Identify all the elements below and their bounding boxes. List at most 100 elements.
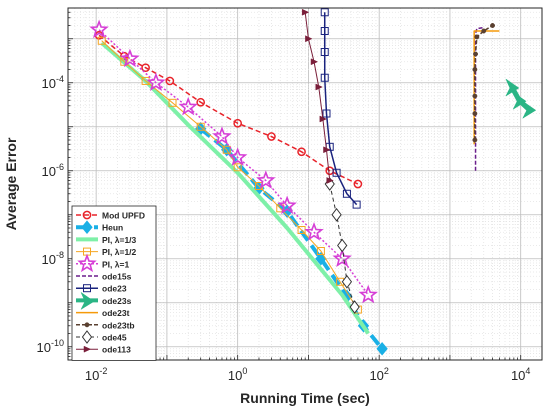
data-point [326,177,334,184]
legend-entry: PI, λ=1/3 [76,235,137,245]
data-point [320,73,329,82]
legend-entry: Mod UPFD [76,211,145,221]
series-ode23 [320,8,361,209]
series-line [329,183,356,308]
data-point [342,189,351,198]
data-point [512,91,527,110]
data-point [322,109,331,118]
legend-swatch-marker [82,210,92,220]
data-point [165,76,175,86]
data-point [304,222,324,241]
legend-label: ode23 [102,284,127,294]
data-point [178,96,198,116]
legend-label: ode23t [102,308,130,318]
series-line [98,29,369,296]
legend-label: ode45 [102,333,127,343]
legend-label: ode23s [102,296,132,306]
legend-swatch-marker [84,322,90,328]
data-point [472,111,478,116]
legend-label: ode23tb [102,320,135,330]
legend-entry: ode113 [76,345,131,355]
series-ode23s [505,78,537,119]
data-point [301,8,310,16]
legend-swatch-marker [77,253,97,273]
legend-swatch-marker [81,220,93,234]
series-ode45 [324,177,360,314]
y-tick-label: 10-4 [42,74,64,91]
data-point [352,200,361,209]
data-point [473,51,478,57]
data-point [233,118,243,128]
data-point [320,27,329,36]
legend-label: PI, λ=1/3 [102,235,137,245]
legend-entry: ode45 [76,330,127,344]
data-point [297,226,306,235]
data-point [474,34,480,40]
series-layer [89,8,537,356]
x-tick-label: 104 [511,366,530,383]
series-line [101,40,359,310]
data-point [168,98,177,107]
legend-swatch-marker [83,345,92,353]
legend-label: PI, λ=1 [102,259,129,269]
data-point [332,168,341,177]
x-tick-label: 100 [228,366,247,383]
data-point [331,207,342,222]
legend-entry: ode23t [76,308,130,318]
legend-label: ode113 [102,345,131,355]
data-point [472,93,478,99]
series-line [323,12,358,206]
data-point [349,300,360,314]
data-point [310,58,319,66]
data-point [341,274,353,289]
legend-entry: ode23tb [76,320,135,330]
legend-entry: ode15s [76,272,132,282]
data-point [146,72,166,92]
data-point [358,284,378,304]
x-tick-label: 102 [369,366,388,383]
x-tick-label: 10-2 [85,366,107,383]
x-axis-label: Running Time (sec) [240,390,370,406]
data-point [141,63,150,73]
legend-entry: PI, λ=1/2 [76,247,137,257]
data-point [323,146,331,154]
legend-label: ode15s [102,272,132,282]
data-point [472,67,478,72]
series-ode113 [301,8,334,184]
data-point [212,126,232,145]
series-line [98,34,359,185]
ticks: 10-2 100 102 104 10-10 10-8 10-6 10-4 [37,7,543,383]
data-point [505,78,520,97]
series-pi-1 [89,19,378,304]
data-point [316,247,325,256]
legend-entry: PI, λ=1 [76,253,129,273]
data-point [332,248,352,268]
data-point [472,137,478,143]
y-axis-label: Average Error [3,137,19,230]
data-point [233,163,242,172]
legend-swatch-marker [80,291,95,311]
y-tick-label: 10-10 [37,338,64,355]
data-point [297,147,306,157]
data-point [256,170,276,189]
data-point [120,48,140,68]
legend: Mod UPFD Heun PI, λ=1/3 PI, λ=1/2 PI, λ=1 ode… [71,205,157,361]
data-point [319,115,327,123]
data-point [196,122,205,131]
data-point [315,83,323,91]
data-point [490,23,495,28]
legend-label: Heun [102,223,123,233]
data-point [305,35,313,43]
legend-swatch-marker [83,284,91,293]
data-point [277,195,297,215]
series-ode23tb [472,23,495,143]
data-point [320,8,329,17]
legend-label: Mod UPFD [102,211,145,221]
legend-label: PI, λ=1/2 [102,247,137,257]
data-point [522,100,537,119]
data-point [337,238,348,253]
data-point [481,28,487,34]
data-point [196,97,206,107]
